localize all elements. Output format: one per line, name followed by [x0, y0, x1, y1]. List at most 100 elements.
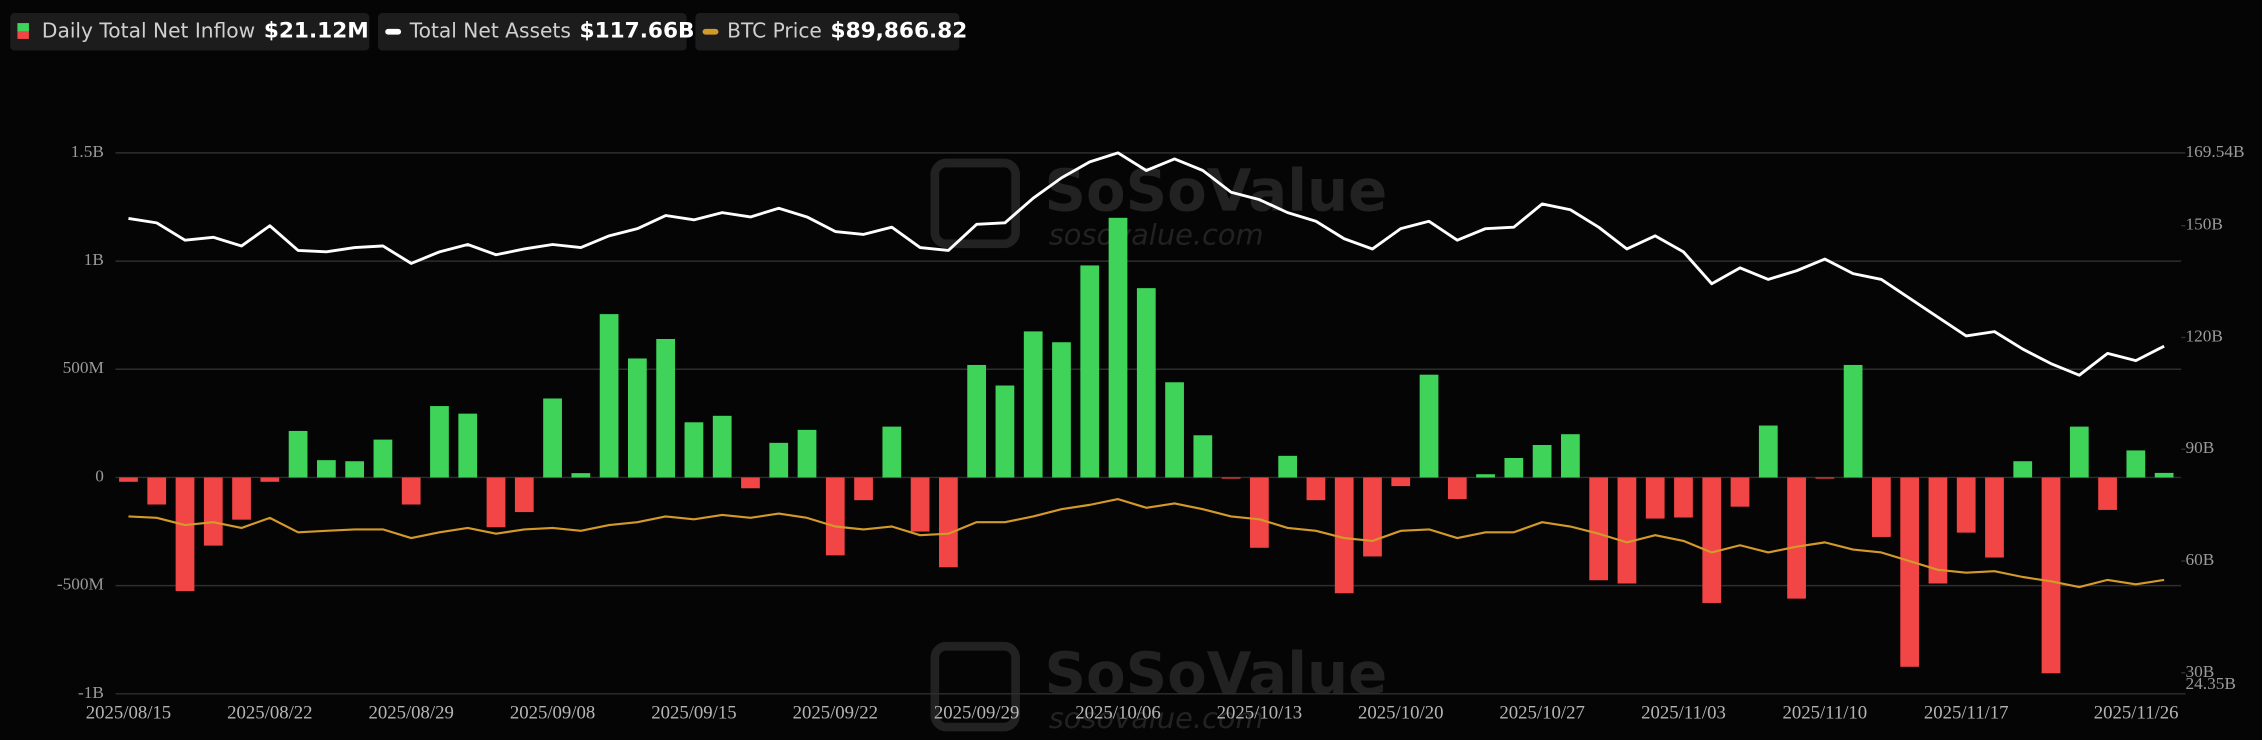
- legend-item: Daily Total Net Inflow $21.12M: [10, 12, 370, 51]
- watermark-logo: [930, 158, 1020, 249]
- y2-tick-label: 120B: [2185, 326, 2222, 345]
- bar: [1221, 477, 1241, 479]
- y2-tick-label: 150B: [2185, 215, 2222, 234]
- bar: [797, 429, 817, 478]
- x-tick-label: 2025/11/17: [1924, 702, 2009, 723]
- y2-tick-label: 169.54B: [2185, 142, 2244, 161]
- legend-pill: [10, 12, 370, 51]
- watermark-logo: [930, 641, 1020, 732]
- y2-tick-label: 90B: [2185, 438, 2214, 457]
- bar: [1306, 477, 1326, 501]
- bar: [882, 426, 902, 478]
- bar: [1504, 457, 1524, 478]
- legend-text: Total Net Assets $117.66B: [409, 18, 695, 44]
- bar: [486, 477, 506, 528]
- bar: [2154, 472, 2174, 478]
- bar: [1193, 435, 1213, 478]
- legend-swatch: [17, 31, 29, 39]
- legend-swatch: [385, 28, 402, 35]
- bar: [2013, 461, 2033, 478]
- bar: [854, 477, 873, 501]
- watermark-url: sosovalue.com: [1049, 701, 1264, 735]
- x-tick-label: 2025/11/03: [1641, 702, 1726, 723]
- x-tick-label: 2025/08/29: [368, 702, 453, 723]
- y2-tick-label: 30B: [2185, 662, 2214, 681]
- bar: [1419, 374, 1439, 478]
- bar: [1108, 217, 1128, 478]
- y-tick-label: -1B: [78, 683, 104, 702]
- y-tick-label: 0: [95, 466, 104, 485]
- bar: [175, 477, 195, 592]
- x-tick-label: 2025/10/06: [1075, 702, 1160, 723]
- bar: [1080, 265, 1100, 478]
- y-tick-label: 1.5B: [71, 142, 104, 161]
- x-tick-label: 2025/08/15: [86, 702, 171, 723]
- bar: [2126, 450, 2146, 478]
- bar: [1645, 477, 1665, 519]
- bar: [288, 430, 308, 478]
- bar: [260, 477, 280, 482]
- x-tick-label: 2025/09/29: [934, 702, 1019, 723]
- bar: [1023, 331, 1043, 478]
- bar: [1052, 342, 1071, 478]
- x-tick-label: 2025/09/08: [510, 702, 595, 723]
- y-tick-label: -500M: [57, 575, 104, 594]
- bar: [232, 477, 251, 520]
- line: [128, 151, 2165, 377]
- bar: [939, 477, 958, 568]
- x-tick-label: 2025/10/13: [1217, 702, 1302, 723]
- bar: [1561, 434, 1580, 478]
- y2-tick-label: 60B: [2185, 550, 2214, 569]
- bar: [1617, 477, 1637, 584]
- bar: [1815, 477, 1835, 479]
- y-tick-label: 1B: [84, 250, 104, 269]
- bar: [2069, 426, 2089, 478]
- x-tick-label: 2025/08/22: [227, 702, 312, 723]
- x-tick-label: 2025/11/10: [1782, 702, 1867, 723]
- legend-label: Total Net Assets: [409, 18, 571, 42]
- bar: [345, 461, 365, 478]
- bar: [1278, 455, 1298, 478]
- bar: [741, 477, 760, 489]
- legend-label: BTC Price: [727, 18, 822, 42]
- bar: [458, 413, 478, 478]
- bar: [2041, 477, 2061, 674]
- bar: [1730, 477, 1750, 507]
- bar: [1758, 425, 1778, 478]
- bar: [1674, 477, 1693, 518]
- bar: [1872, 477, 1891, 537]
- bar: [430, 406, 449, 478]
- bar: [599, 314, 619, 478]
- x-tick-label: 2025/09/15: [651, 702, 736, 723]
- legend-value: $21.12M: [264, 19, 369, 44]
- legend-pill: [378, 12, 687, 51]
- bar: [1363, 477, 1382, 557]
- y2-tick-label: 24.35B: [2185, 674, 2235, 693]
- bar: [769, 442, 789, 478]
- bar: [1447, 477, 1467, 500]
- legend-item: BTC Price $89,866.82: [695, 12, 967, 51]
- legend-swatch: [702, 28, 719, 35]
- watermark-url: sosovalue.com: [1049, 218, 1264, 252]
- legend-item: Total Net Assets $117.66B: [378, 12, 695, 51]
- legend-text: Daily Total Net Inflow $21.12M: [42, 18, 369, 44]
- bar: [1985, 477, 2004, 558]
- bar: [401, 477, 421, 505]
- bar: [203, 477, 223, 546]
- watermark-text: SoSoValue: [1044, 640, 1387, 708]
- legend-value: $117.66B: [580, 19, 695, 44]
- watermark-text: SoSoValue: [1044, 156, 1387, 224]
- bar: [1136, 288, 1156, 478]
- legend-pill: [695, 12, 960, 51]
- watermark: SoSoValue sosovalue.com SoSoValue sosova…: [930, 156, 1387, 735]
- bar: [995, 385, 1015, 478]
- legend-swatch: [17, 23, 29, 32]
- x-tick-label: 2025/11/26: [2094, 702, 2179, 723]
- bar: [147, 477, 167, 505]
- bar: [684, 422, 704, 478]
- x-tick-label: 2025/10/27: [1499, 702, 1584, 723]
- bar: [317, 460, 336, 478]
- bar: [1391, 477, 1411, 487]
